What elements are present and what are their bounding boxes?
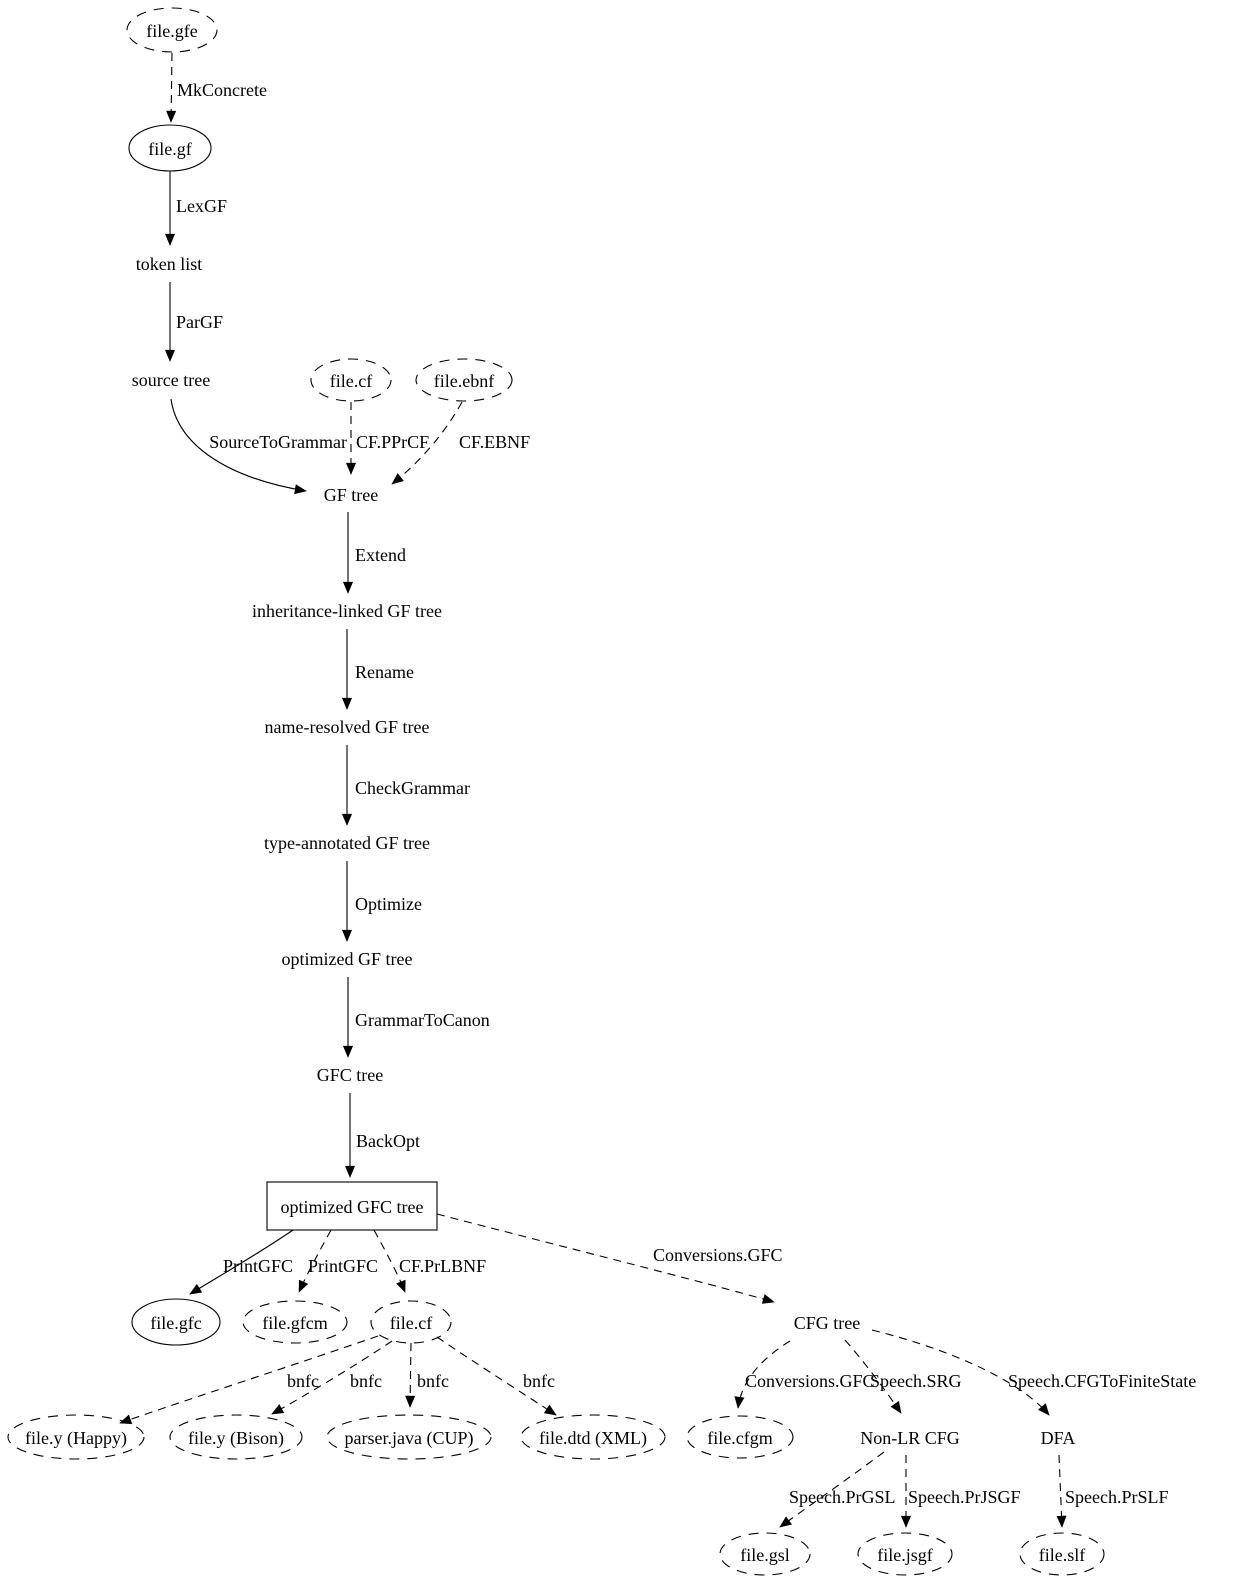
node-file-gf-label: file.gf <box>148 139 191 159</box>
edge-mkconcrete-label: MkConcrete <box>177 80 267 100</box>
node-cfg-tree: CFG tree <box>794 1313 861 1333</box>
edge-printgfc-gfc <box>189 1229 294 1295</box>
node-type-annotated-gf-tree: type-annotated GF tree <box>264 833 430 853</box>
edge-bnfc-cup <box>405 1342 416 1408</box>
edge-cf-prlbnf-label: CF.PrLBNF <box>399 1256 486 1276</box>
node-file-ebnf-label: file.ebnf <box>434 371 494 391</box>
node-file-gf <box>128 124 212 172</box>
node-dfa: DFA <box>1041 1428 1076 1448</box>
edge-speech-cfgtofinitestate <box>871 1329 1050 1416</box>
edge-speech-prgsl-label: Speech.PrGSL <box>789 1487 896 1507</box>
edge-bnfc-xml-label: bnfc <box>523 1371 555 1391</box>
edge-speech-prgsl <box>779 1451 885 1528</box>
node-file-cf-bottom <box>370 1300 452 1344</box>
node-file-gfe <box>126 7 218 53</box>
node-parser-java-cup <box>326 1414 492 1460</box>
edge-speech-prslf <box>1056 1454 1067 1528</box>
edge-sourcetogrammar <box>170 398 307 495</box>
node-file-gfc <box>131 1298 221 1346</box>
edge-optimize-label: Optimize <box>355 894 422 914</box>
node-token-list: token list <box>136 254 203 274</box>
node-file-jsgf-label: file.jsgf <box>877 1545 933 1565</box>
node-file-gfe-label: file.gfe <box>146 21 197 41</box>
node-file-gfcm <box>242 1300 348 1344</box>
edge-bnfc-cup-label: bnfc <box>417 1371 449 1391</box>
edge-rename-label: Rename <box>355 662 414 682</box>
edge-speech-prslf-label: Speech.PrSLF <box>1065 1487 1169 1507</box>
node-source-tree: source tree <box>132 370 210 390</box>
edge-bnfc-happy <box>119 1335 379 1425</box>
node-gf-tree: GF tree <box>324 485 378 505</box>
node-file-y-happy <box>7 1414 145 1460</box>
edge-bnfc-happy-label: bnfc <box>287 1371 319 1391</box>
edge-bnfc-bison <box>271 1340 393 1415</box>
node-optimized-gf-tree: optimized GF tree <box>282 949 413 969</box>
edge-backopt-label: BackOpt <box>356 1131 420 1151</box>
edge-grammartocanon-label: GrammarToCanon <box>355 1010 490 1030</box>
node-file-cf-top <box>310 358 392 402</box>
edge-cf-prlbnf <box>373 1229 406 1293</box>
edge-conversions-gfc-top <box>436 1213 775 1304</box>
edge-lexgf-label: LexGF <box>176 196 227 216</box>
node-file-dtd-xml-label: file.dtd (XML) <box>539 1428 647 1449</box>
edge-printgfc-gfc-label: PrintGFC <box>223 1256 293 1276</box>
edge-cf-pprcf-label: CF.PPrCF <box>356 432 429 452</box>
node-file-y-bison-label: file.y (Bison) <box>188 1428 284 1449</box>
node-file-gfcm-label: file.gfcm <box>262 1313 327 1333</box>
node-file-gsl-label: file.gsl <box>740 1545 790 1565</box>
node-file-slf-label: file.slf <box>1039 1545 1086 1565</box>
edge-printgfc-gfcm <box>298 1229 332 1293</box>
node-file-cfgm <box>686 1415 794 1459</box>
node-optimized-gfc-tree <box>266 1181 438 1231</box>
edge-bnfc-xml <box>436 1336 557 1416</box>
node-optimized-gfc-tree-label: optimized GFC tree <box>281 1197 424 1217</box>
node-inheritance-linked-gf-tree: inheritance-linked GF tree <box>252 601 442 621</box>
node-file-y-bison <box>169 1414 303 1460</box>
node-file-y-happy-label: file.y (Happy) <box>25 1428 127 1449</box>
node-file-slf <box>1019 1532 1105 1576</box>
edge-conversions-gfc-cfgm-label: Conversions.GFC <box>745 1371 875 1391</box>
edge-extend-label: Extend <box>355 545 406 565</box>
edge-pargf-label: ParGF <box>176 312 223 332</box>
edge-speech-cfgtofinitestate-label: Speech.CFGToFiniteState <box>1008 1371 1196 1391</box>
node-file-cf-top-label: file.cf <box>330 371 372 391</box>
edge-printgfc-gfcm-label: PrintGFC <box>308 1256 378 1276</box>
node-file-ebnf <box>415 358 513 402</box>
node-file-jsgf <box>857 1532 953 1576</box>
edge-speech-srg-label: Speech.SRG <box>870 1371 962 1391</box>
edge-cf-ebnf-label: CF.EBNF <box>459 432 530 452</box>
edge-cf-ebnf <box>391 401 463 485</box>
node-name-resolved-gf-tree: name-resolved GF tree <box>265 717 430 737</box>
edge-speech-srg <box>844 1339 902 1414</box>
node-parser-java-cup-label: parser.java (CUP) <box>345 1428 474 1449</box>
edge-conversions-gfc-top-label: Conversions.GFC <box>653 1245 783 1265</box>
edge-bnfc-bison-label: bnfc <box>350 1371 382 1391</box>
node-file-gfc-label: file.gfc <box>150 1313 201 1333</box>
node-file-dtd-xml <box>520 1414 666 1460</box>
edge-checkgrammar-label: CheckGrammar <box>355 778 470 798</box>
edge-mkconcrete <box>166 52 177 123</box>
node-file-cf-bottom-label: file.cf <box>390 1313 432 1333</box>
node-file-gsl <box>719 1532 811 1576</box>
node-gfc-tree: GFC tree <box>317 1065 384 1085</box>
node-non-lr-cfg: Non-LR CFG <box>860 1428 960 1448</box>
node-file-cfgm-label: file.cfgm <box>707 1428 772 1448</box>
edge-sourcetogrammar-label: SourceToGrammar <box>209 432 347 452</box>
edge-speech-prjsgf-label: Speech.PrJSGF <box>908 1487 1021 1507</box>
